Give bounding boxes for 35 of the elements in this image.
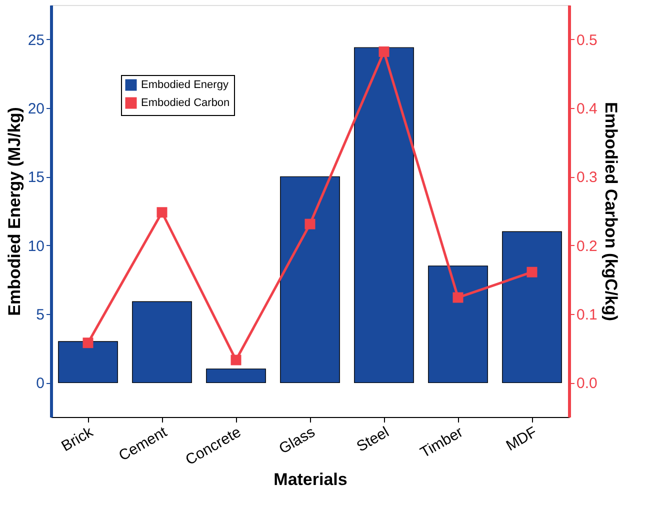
x-axis-title: Materials — [274, 470, 348, 489]
x-tick-label: Glass — [276, 424, 318, 458]
legend-label: Embodied Carbon — [141, 97, 230, 109]
y2-axis-title: Embodied Carbon (kgC/kg) — [601, 102, 620, 322]
point — [304, 218, 316, 230]
point — [156, 207, 168, 218]
x-tick-label: Steel — [354, 424, 392, 456]
bar — [58, 341, 118, 384]
point — [452, 292, 464, 303]
point — [378, 46, 390, 57]
x-tick-label: MDF — [503, 424, 540, 455]
y2-tick-label: 0.4 — [576, 100, 598, 118]
bar — [280, 176, 340, 384]
y2-tick-label: 0.0 — [576, 375, 598, 392]
y-tick-label: 25 — [28, 32, 44, 49]
x-tick-label: Brick — [58, 423, 96, 456]
bar — [428, 266, 488, 384]
y2-tick-label: 0.1 — [576, 306, 598, 324]
point — [230, 354, 242, 366]
y-axis-title: Embodied Energy (MJ/kg) — [4, 107, 24, 316]
bar — [502, 231, 562, 384]
y-tick-label: 5 — [36, 306, 44, 324]
bar — [132, 301, 192, 384]
point — [82, 338, 94, 348]
y-tick-label: 0 — [36, 375, 44, 392]
y2-tick-label: 0.2 — [576, 238, 598, 255]
bar — [206, 368, 266, 384]
y2-tick-label: 0.5 — [576, 32, 598, 49]
y-tick-label: 15 — [28, 169, 44, 186]
y-tick-label: 10 — [28, 238, 44, 255]
y-tick-label: 20 — [28, 100, 44, 118]
legend-label: Embodied Energy — [141, 79, 229, 91]
y2-tick-label: 0.3 — [576, 169, 598, 186]
bar — [354, 47, 414, 384]
point — [526, 266, 538, 278]
